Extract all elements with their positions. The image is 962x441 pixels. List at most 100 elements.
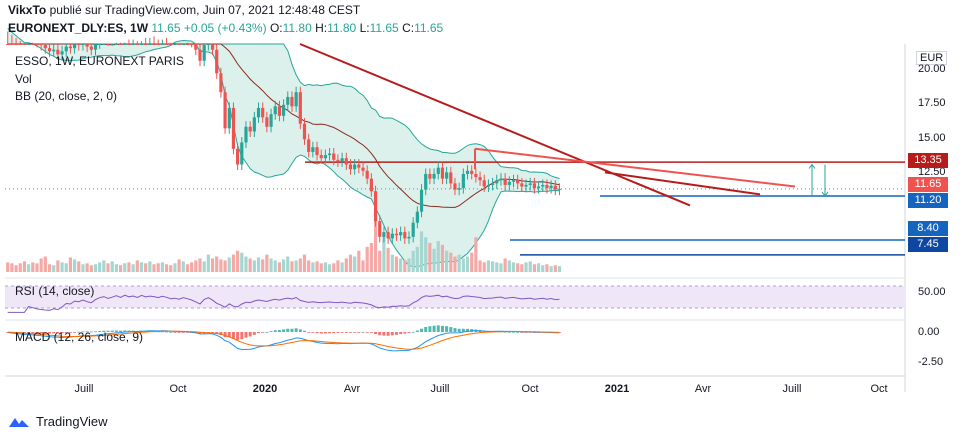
volume-bar (81, 264, 85, 272)
macd-histogram-bar (432, 325, 436, 332)
candle-body (139, 44, 144, 45)
close-value: 11.65 (414, 21, 444, 35)
candle-body (365, 170, 369, 179)
macd-histogram-bar (332, 332, 336, 334)
volume-bar (382, 233, 386, 272)
candle-body (98, 44, 102, 45)
candle-body (424, 173, 428, 190)
candle-body (465, 170, 470, 174)
macd-histogram-bar (520, 332, 524, 333)
publish-info: VikxTo publié sur TradingView.com, Juin … (8, 3, 360, 17)
volume-bar (353, 256, 357, 272)
volume-bar (152, 264, 156, 272)
volume-bar (511, 262, 516, 272)
candle-body (361, 167, 365, 171)
footer-brand[interactable]: TradingView (8, 414, 108, 429)
volume-bar (390, 254, 394, 272)
candle-body (557, 188, 562, 190)
volume-bar (319, 263, 323, 272)
macd-histogram-bar (219, 332, 223, 336)
candle-body (227, 107, 231, 129)
macd-histogram-bar (415, 330, 419, 332)
candle-body (181, 44, 185, 45)
volume-bar (457, 254, 461, 272)
volume-bar (98, 262, 102, 272)
projection-arrow-down (821, 164, 829, 197)
volume-bar (348, 254, 353, 272)
trendline (474, 147, 796, 188)
candle-body (52, 49, 56, 52)
volume-bar (6, 262, 10, 272)
volume-bar (332, 263, 336, 272)
tradingview-logo-icon (9, 417, 29, 427)
candle-body (394, 233, 399, 236)
volume-bar (148, 261, 152, 272)
volume-bar (399, 258, 403, 272)
candle-body (474, 173, 478, 178)
currency-label: EUR (916, 51, 948, 65)
volume-bar (277, 262, 282, 272)
volume-bar (357, 250, 361, 272)
macd-histogram-bar (94, 331, 97, 333)
bb-legend[interactable]: BB (20, close, 2, 0) (15, 89, 118, 103)
macd-histogram-bar (290, 328, 294, 332)
candle-body (18, 44, 22, 45)
time-tick-label: Oct (870, 383, 888, 395)
volume-bar (52, 265, 56, 272)
candle-body (64, 46, 68, 52)
macd-legend[interactable]: MACD (12, 26, close, 9) (15, 330, 144, 344)
volume-bar (47, 264, 52, 272)
price-tick: 20.00 (918, 63, 946, 75)
macd-signal-line (7, 330, 560, 350)
volume-bar (190, 262, 194, 272)
candle-body (35, 44, 39, 45)
macd-histogram-bar (399, 332, 403, 335)
volume-bar (419, 231, 424, 272)
macd-histogram-bar (307, 332, 311, 333)
rsi-legend[interactable]: RSI (14, close) (15, 284, 95, 298)
author-name[interactable]: VikxTo (8, 3, 47, 17)
candle-body (160, 44, 164, 45)
candle-body (102, 44, 106, 45)
high-label: H: (315, 21, 328, 35)
macd-histogram-bar (123, 330, 127, 332)
macd-histogram-bar (73, 332, 77, 333)
candle-body (399, 232, 403, 236)
chart-title: ESSO, 1W, EURONEXT PARIS (15, 54, 184, 68)
level-tag-8-40: 8.40 (908, 221, 948, 236)
candle-body (511, 180, 516, 182)
volume-bar (507, 260, 511, 272)
volume-bar (27, 264, 31, 272)
candle-body (60, 51, 64, 55)
macd-histogram-bar (382, 332, 386, 336)
volume-bar (244, 256, 248, 272)
candle-body (144, 44, 148, 45)
time-tick-label: Juill (430, 383, 450, 395)
candle-body (231, 107, 236, 149)
volume-bar (223, 260, 227, 272)
candle-body (22, 44, 27, 45)
candle-body (419, 189, 424, 212)
candle-body (14, 44, 18, 45)
candle-body (135, 44, 139, 45)
volume-bar (22, 261, 27, 272)
volume-bar (118, 265, 123, 272)
volume-bar (156, 263, 160, 272)
volume-bar (106, 263, 110, 272)
candle-body (277, 106, 282, 116)
candle-body (453, 183, 457, 190)
candle-body (298, 92, 302, 124)
time-tick-label: Juill (74, 383, 94, 395)
volume-bar (520, 264, 524, 272)
volume-bar (139, 262, 144, 272)
bollinger-lower-line (7, 28, 560, 268)
volume-bar (365, 246, 369, 272)
volume-bar (135, 260, 139, 272)
macd-histogram-bar (177, 332, 181, 333)
volume-legend[interactable]: Vol (15, 72, 32, 86)
volume-bar (18, 263, 22, 272)
volume-bar (478, 260, 482, 272)
candle-body (114, 44, 118, 45)
candle-body (156, 44, 160, 45)
